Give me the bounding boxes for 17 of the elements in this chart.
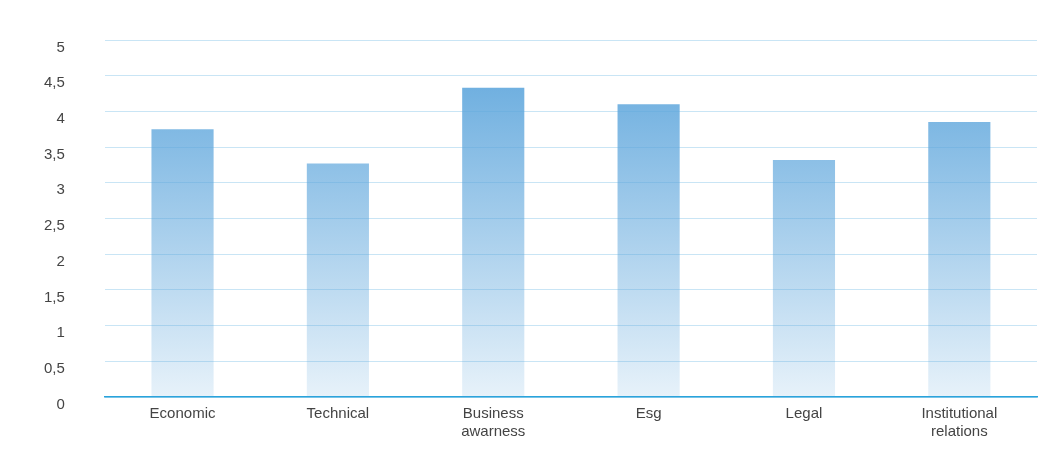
x-tick-label: Esg: [635, 404, 662, 422]
y-tick-label: 1,5: [43, 287, 65, 305]
y-tick-label: 2,5: [43, 216, 65, 234]
y-tick-label: 0,5: [43, 358, 65, 376]
y-tick-label: 0: [56, 394, 65, 412]
x-tick-label: Business awarness: [461, 404, 526, 440]
y-tick-label: 3: [56, 180, 65, 198]
x-tick-label: Legal: [785, 404, 823, 422]
x-tick-label: Economic: [149, 404, 216, 422]
x-tick-label: Institutional relations: [921, 404, 998, 440]
y-tick-label: 4,5: [43, 73, 65, 91]
y-tick-label: 1: [56, 323, 65, 341]
x-tick-label: Technical: [306, 404, 370, 422]
y-tick-label: 3,5: [43, 144, 65, 162]
y-tick-label: 4: [56, 109, 65, 127]
y-tick-label: 2: [56, 251, 65, 269]
y-tick-label: 5: [56, 37, 65, 55]
